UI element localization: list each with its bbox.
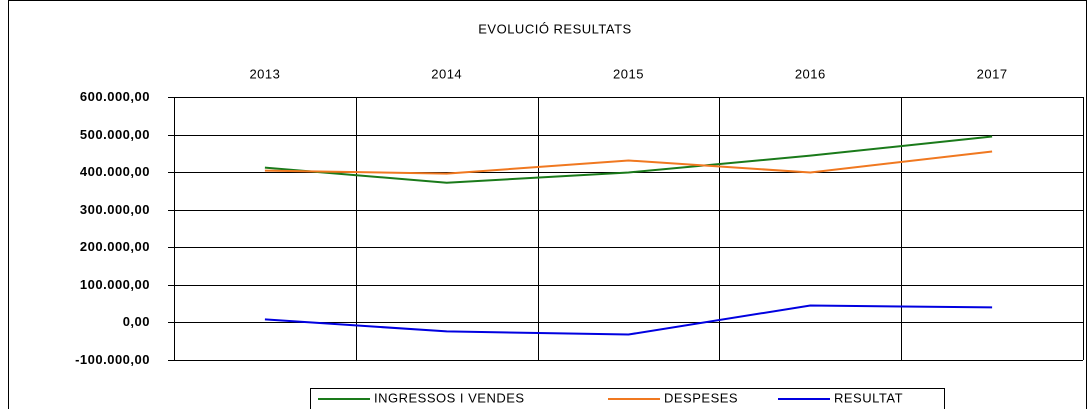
- series-line: [264, 150, 993, 175]
- series-line: [264, 304, 993, 336]
- legend-label: INGRESSOS I VENDES: [374, 390, 525, 405]
- y-tick-label: 500.000,00: [80, 127, 150, 142]
- legend-label: RESULTAT: [834, 390, 903, 405]
- x-tick-label: 2013: [249, 66, 280, 81]
- x-tick-label: 2015: [613, 66, 644, 81]
- y-tick-label: -100.000,00: [75, 352, 150, 367]
- x-tick-label: 2016: [795, 66, 826, 81]
- y-tick-label: 300.000,00: [80, 202, 150, 217]
- x-tick-label: 2017: [977, 66, 1008, 81]
- y-tick-label: 100.000,00: [80, 277, 150, 292]
- y-tick-label: 0,00: [123, 314, 150, 329]
- legend-label: DESPESES: [664, 390, 738, 405]
- y-tick-label: 400.000,00: [80, 164, 150, 179]
- chart-title: EVOLUCIÓ RESULTATS: [478, 21, 631, 36]
- x-tick-label: 2014: [431, 66, 462, 81]
- y-tick-label: 600.000,00: [80, 89, 150, 104]
- chart-border: [8, 0, 1087, 409]
- y-tick-label: 200.000,00: [80, 239, 150, 254]
- series-line: [264, 135, 993, 184]
